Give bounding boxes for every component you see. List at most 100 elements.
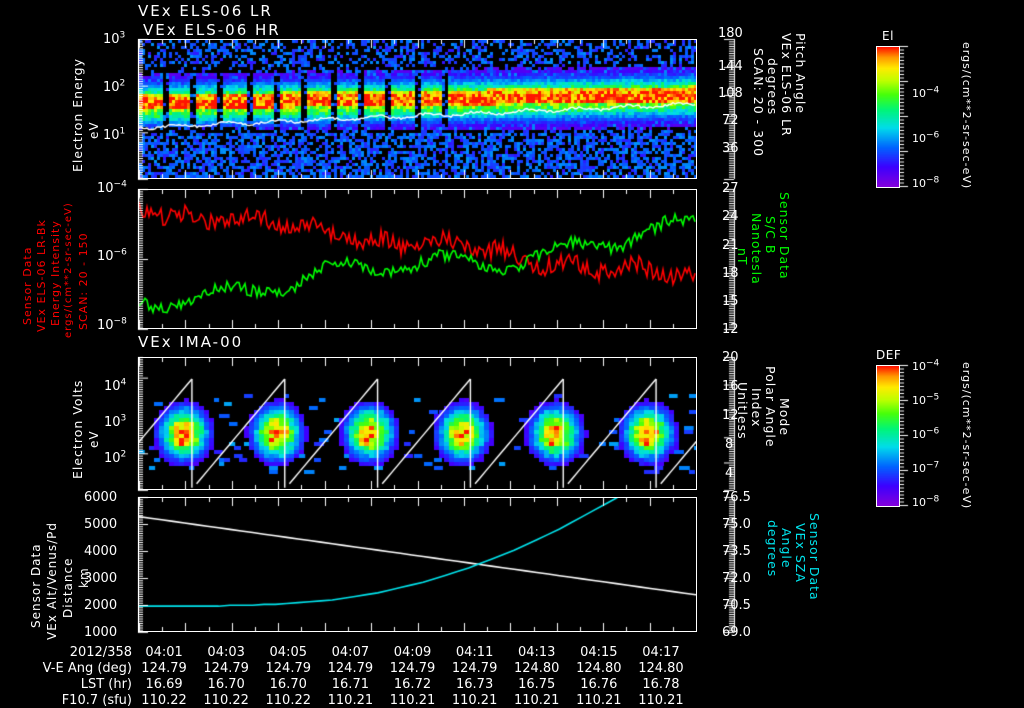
panel4-rtick-3: 72.0: [722, 571, 751, 586]
panel2-rtick-1: 24: [722, 209, 739, 224]
bottom-table-cell-2-2: 16.70: [269, 677, 307, 692]
panel1-rtick-2: 108: [718, 86, 743, 101]
panel1-ytick-2: 101: [103, 127, 126, 144]
bottom-table-cell-3-5: 110.21: [451, 693, 498, 708]
ei-colorbar-tick-2: 10−8: [912, 175, 940, 190]
def-colorbar-tick-3: 10−7: [912, 460, 940, 475]
panel2-rtick-2: 21: [722, 238, 739, 253]
panel2-left-label-line4: ergs/(cm**2-sr-sec-eV): [63, 202, 74, 338]
panel4-ytick-1: 5000: [84, 517, 118, 532]
bottom-table-cell-1-4: 124.79: [389, 661, 436, 676]
panel4-rtick-1: 75.0: [722, 517, 751, 532]
bottom-table-cell-3-6: 110.21: [513, 693, 560, 708]
panel3-rtick-2: 12: [722, 408, 739, 423]
panel4-left-label-line4: km: [77, 567, 91, 588]
panel1-rtick-3: 72: [722, 113, 739, 128]
bottom-table-cell-1-1: 124.79: [203, 661, 249, 676]
bottom-table-cell-1-7: 124.80: [576, 661, 622, 676]
panel4-ytick-2: 4000: [84, 544, 118, 559]
panel2-left-label-line3: Energy Intensity: [49, 220, 62, 326]
panel2-rtick-0: 27: [722, 181, 739, 196]
def-colorbar-tick-0: 10−4: [912, 358, 940, 373]
bottom-table-cell-1-2: 124.79: [265, 661, 312, 676]
bottom-table-cell-2-4: 16.72: [393, 677, 432, 692]
bottom-table-cell-2-3: 16.71: [331, 677, 369, 692]
panel2-right-label-line3: Nanotesla: [749, 213, 764, 285]
bottom-table-cell-0-4: 04:09: [393, 645, 432, 660]
bottom-table-row-label-2: LST (hr): [80, 677, 132, 692]
def-colorbar-gradient: [876, 365, 900, 507]
panel3-rtick-1: 16: [722, 379, 739, 394]
bottom-table-cell-2-0: 16.69: [145, 677, 183, 692]
panel2-left-label-line2: VEx ELS-06 LR-Bk: [35, 219, 48, 332]
panel2-right-tick-marks: [694, 180, 754, 360]
bottom-table-cell-3-1: 110.22: [203, 693, 249, 708]
panel3-ytick-1: 103: [104, 414, 127, 431]
panel1-right-label-line4: SCAN: 20 - 300: [751, 48, 766, 157]
panel4-tick-marks: [118, 490, 238, 665]
bottom-table-cell-0-2: 04:05: [269, 645, 307, 660]
panel4-ytick-0: 6000: [84, 490, 118, 505]
bottom-table-cell-1-3: 124.79: [327, 661, 374, 676]
bottom-table-row-label-0: 2012/358: [69, 645, 132, 660]
panel3-left-label-line2: eV: [87, 430, 101, 448]
panel1-left-label-line2: eV: [87, 121, 101, 139]
ei-colorbar-ticks: [899, 41, 915, 191]
bottom-table-cell-0-8: 04:17: [642, 645, 680, 660]
panel3-rtick-3: 8: [725, 437, 734, 452]
bottom-table-cell-3-2: 110.22: [265, 693, 312, 708]
ei-colorbar-label: El: [882, 29, 894, 43]
bottom-table-cell-3-4: 110.21: [389, 693, 436, 708]
bottom-table-cell-0-0: 04:01: [145, 645, 183, 660]
panel2-left-label-line1: Sensor Data: [21, 246, 34, 325]
bottom-table-cell-2-8: 16.78: [642, 677, 680, 692]
panel3-right-label-line4: Unitless: [735, 382, 750, 440]
bottom-table-cell-3-7: 110.21: [576, 693, 622, 708]
panel4-right-tick-marks: [694, 490, 754, 665]
panel3-rtick-4: 4: [725, 466, 734, 481]
def-colorbar-tick-4: 10−8: [912, 494, 940, 509]
panel4-rtick-2: 73.5: [722, 544, 751, 559]
panel3-rtick-0: 20: [722, 350, 739, 365]
panel3-right-label-line3: Index: [749, 388, 764, 428]
panel1-ytick-1: 102: [103, 79, 126, 96]
ei-colorbar-unit: ergs/(cm**2-sr-sec-eV): [960, 42, 973, 190]
bottom-table-cell-2-6: 16.75: [518, 677, 556, 692]
panel2-rtick-3: 18: [722, 266, 739, 281]
bottom-table-cell-3-3: 110.21: [327, 693, 374, 708]
panel3-right-label-line1: Mode: [777, 398, 792, 437]
panel2-right-label-line2: S/C B: [763, 216, 778, 255]
panel1-right-label-line2: VEx ELS-06 LR: [779, 33, 794, 137]
panel1-rtick-0: 180: [718, 26, 743, 41]
def-colorbar-unit: ergs/(cm**2-sr-sec-eV): [960, 362, 973, 510]
panel3-left-label-line1: Electron Volts: [70, 379, 85, 479]
panel1-title-line1: VEx ELS-06 LR: [138, 2, 273, 20]
ei-colorbar-gradient: [876, 46, 900, 188]
panel3-title: VEx IMA-00: [138, 333, 244, 351]
def-colorbar-ticks: [899, 360, 915, 510]
bottom-table-cell-0-5: 04:11: [455, 645, 494, 660]
panel2-ytick-2: 10−8: [97, 317, 127, 334]
def-colorbar-tick-2: 10−6: [912, 426, 940, 441]
panel2-rtick-5: 12: [722, 322, 739, 337]
panel4-ytick-5: 1000: [84, 625, 118, 640]
ei-colorbar-tick-0: 10−4: [912, 85, 940, 100]
panel1-ytick-0: 103: [103, 31, 126, 48]
panel4-left-label-line3: Distance: [61, 557, 75, 618]
panel1-rtick-4: 36: [722, 141, 739, 156]
panel2-right-label-line1: Sensor Data: [777, 192, 792, 280]
panel4-ytick-4: 2000: [84, 598, 118, 613]
panel4-rtick-5: 69.0: [722, 625, 751, 640]
bottom-table-cell-0-7: 04:15: [580, 645, 618, 660]
bottom-table-cell-1-6: 124.80: [513, 661, 560, 676]
def-colorbar-tick-1: 10−5: [912, 392, 940, 407]
bottom-table-cell-2-5: 16.73: [456, 677, 494, 692]
panel3-right-label-line2: Polar Angle: [763, 366, 778, 448]
bottom-table-cell-0-3: 04:07: [331, 645, 370, 660]
panel4-ytick-3: 3000: [84, 571, 118, 586]
bottom-table-row-label-1: V-E Ang (deg): [42, 661, 132, 676]
panel4-left-label-line2: VEx Alt/Venus/Pd: [45, 521, 59, 640]
panel2-ytick-1: 10−6: [97, 248, 127, 265]
bottom-table-cell-0-1: 04:03: [207, 645, 245, 660]
